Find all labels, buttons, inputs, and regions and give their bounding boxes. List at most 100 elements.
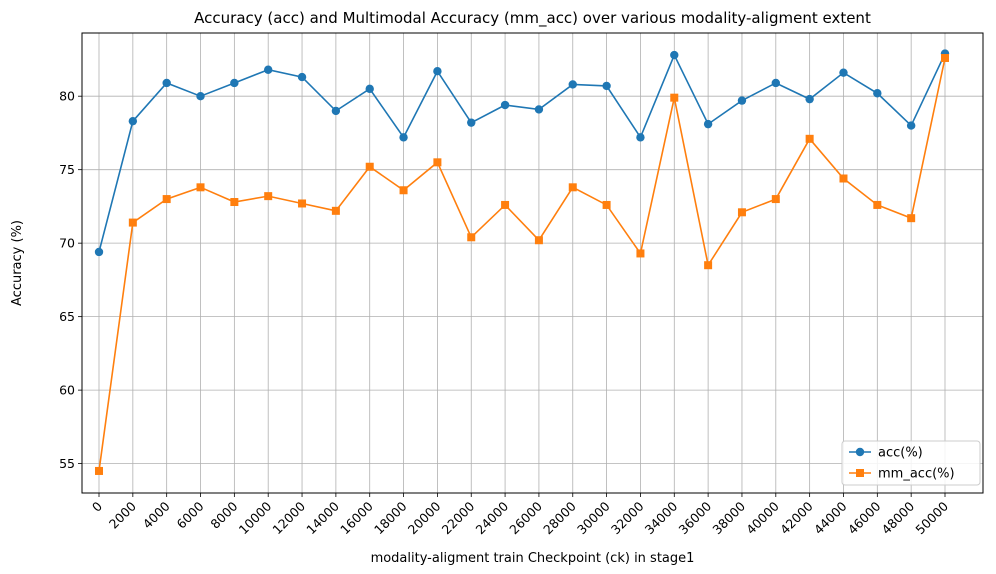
data-point [399,133,408,142]
data-point [162,195,171,204]
data-point [941,53,949,62]
data-point [568,80,577,89]
data-point [297,72,307,82]
grid-lines [82,33,983,493]
y-axis-title: Accuracy (%) [10,220,25,306]
x-tick-label: 36000 [676,498,715,537]
data-point [670,50,679,60]
x-tick-label: 32000 [608,498,647,537]
x-tick-label: 44000 [811,498,850,537]
data-point [670,93,679,102]
data-point [128,218,137,227]
legend-entry: acc(%) [849,446,923,461]
data-point [331,206,340,215]
legend: acc(%) mm_acc(%) [841,440,981,486]
legend-marker [856,469,864,477]
x-tick-label: 28000 [540,498,579,537]
data-point [636,249,645,258]
data-point [467,233,476,242]
data-point [298,199,307,208]
x-tick-label: 46000 [845,498,884,537]
x-tick-label: 22000 [439,498,478,537]
x-tick-label: 6000 [174,498,207,531]
chart-title: Accuracy (acc) and Multimodal Accuracy (… [194,9,871,28]
data-point [433,158,442,167]
data-point [602,200,611,209]
x-tick-label: 42000 [777,498,816,537]
data-point [534,105,544,114]
data-point [331,106,341,116]
data-point [839,68,848,77]
series-line [98,53,946,253]
x-tick-label: 10000 [236,498,275,537]
data-point [873,89,882,98]
data-point [230,198,239,207]
x-tick-label: 12000 [269,498,308,537]
data-point [230,78,239,88]
data-point [636,133,645,142]
data-point [264,192,273,201]
series-line [98,57,946,472]
y-tick-label: 75 [59,162,75,177]
data-point [501,200,510,209]
data-point [95,466,103,475]
data-point [805,94,814,104]
data-point [534,236,543,245]
data-point [196,91,205,101]
legend-entry: mm_acc(%) [849,467,955,482]
x-tick-label: 40000 [743,498,782,537]
data-point [467,118,476,127]
data-point [771,195,780,204]
data-point [839,174,848,183]
data-point [94,247,104,257]
series-acc [94,49,950,257]
x-tick-label: 34000 [642,498,681,537]
series-mm-acc [95,53,949,475]
x-tick-label: 48000 [879,498,918,537]
y-tick-label: 55 [59,456,75,471]
y-tick-label: 65 [59,309,75,324]
data-point [737,208,746,217]
y-tick-label: 70 [59,236,75,251]
data-point [602,81,611,91]
data-point [196,183,205,192]
legend-box [841,440,981,486]
data-point [906,121,916,130]
data-point [433,67,442,76]
data-point [500,100,510,110]
data-point [162,78,171,88]
x-tick-label: 20000 [405,498,444,537]
data-point [365,84,374,94]
x-tick-label: 26000 [506,498,545,537]
data-point [704,261,713,270]
data-point [264,65,273,74]
x-tick-label: 50000 [912,498,951,537]
plot-frame [81,32,984,494]
data-point [568,183,577,192]
data-point [128,116,138,126]
data-point [907,214,916,223]
data-point [737,96,747,105]
y-tick-label: 80 [59,89,75,104]
data-point [873,200,882,209]
x-tick-label: 24000 [472,498,511,537]
y-tick-label: 60 [59,383,75,398]
x-tick-label: 4000 [140,498,173,531]
data-point [399,186,408,195]
x-tick-label: 30000 [574,498,613,537]
x-tick-label: 16000 [337,498,376,537]
data-point [365,162,374,171]
series-layer [94,49,950,475]
legend-label: mm_acc(%) [878,467,955,482]
data-point [703,119,713,129]
x-tick-label: 38000 [709,498,748,537]
x-tick-label: 2000 [106,498,139,531]
x-tick-label: 0 [89,498,105,514]
data-point [805,134,814,143]
data-point [771,78,780,88]
legend-label: acc(%) [878,446,923,461]
x-tick-label: 14000 [303,498,342,537]
legend-marker [855,447,865,457]
